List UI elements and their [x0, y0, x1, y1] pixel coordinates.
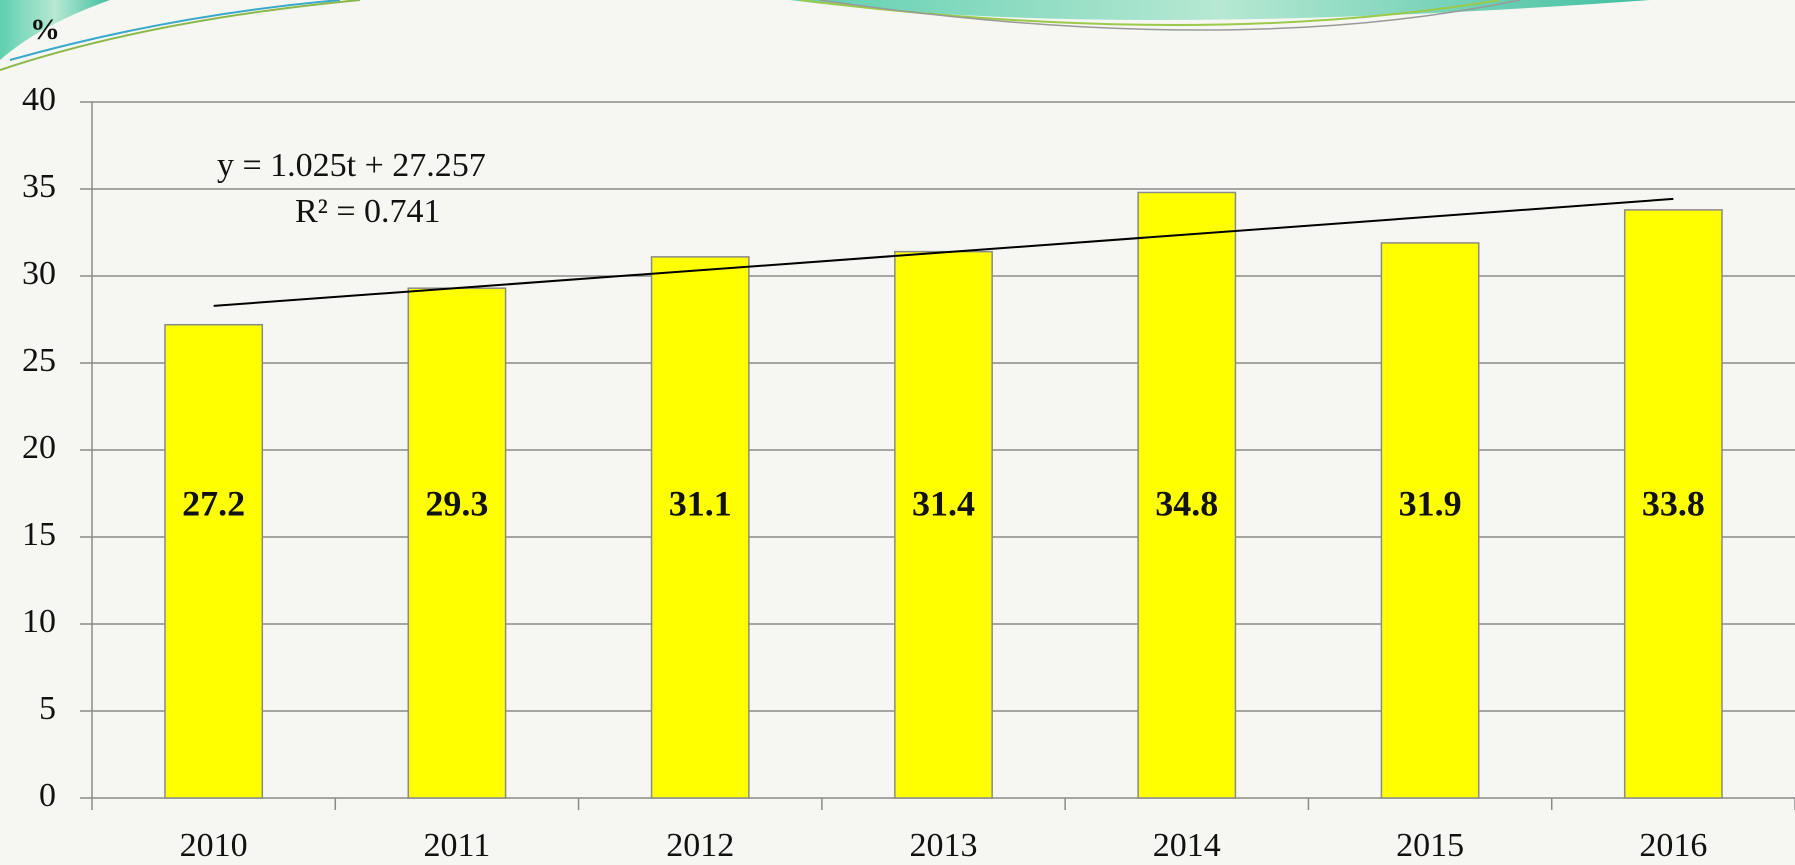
y-tick-label: 35	[22, 168, 56, 205]
bar	[164, 323, 264, 799]
bar	[407, 287, 507, 799]
value-label: 29.3	[425, 483, 488, 523]
value-label: 33.8	[1642, 483, 1705, 523]
bar	[650, 256, 750, 799]
x-tick-label: 2014	[1153, 827, 1221, 864]
y-tick-label: 20	[22, 429, 56, 466]
x-tick-label: 2010	[180, 827, 248, 864]
value-label: 31.9	[1399, 483, 1462, 523]
bar	[1623, 209, 1723, 799]
bar	[894, 250, 993, 799]
x-tick-label: 2011	[424, 827, 491, 864]
y-axis-label: %	[30, 13, 60, 46]
bar	[1137, 191, 1237, 799]
y-tick-label: 0	[39, 777, 56, 814]
value-label: 31.4	[912, 483, 975, 523]
y-tick-label: 5	[39, 690, 56, 727]
x-tick-label: 2012	[666, 827, 734, 864]
y-tick-label: 10	[22, 603, 56, 640]
x-tick-label: 2016	[1639, 827, 1707, 864]
value-label: 31.1	[669, 483, 732, 523]
x-tick-label: 2015	[1396, 827, 1464, 864]
value-label: 27.2	[182, 483, 245, 523]
y-tick-label: 25	[22, 342, 56, 379]
decoration	[0, 0, 1650, 71]
y-tick-label: 30	[22, 255, 56, 292]
trend-r-squared: R² = 0.741	[295, 193, 441, 230]
trend-line	[213, 197, 1674, 307]
y-tick-label: 15	[22, 516, 56, 553]
x-tick-label: 2013	[910, 827, 978, 864]
bar	[1380, 242, 1480, 799]
value-label: 34.8	[1155, 483, 1218, 523]
y-tick-label: 40	[22, 81, 56, 118]
trend-equation: y = 1.025t + 27.257	[217, 147, 486, 184]
